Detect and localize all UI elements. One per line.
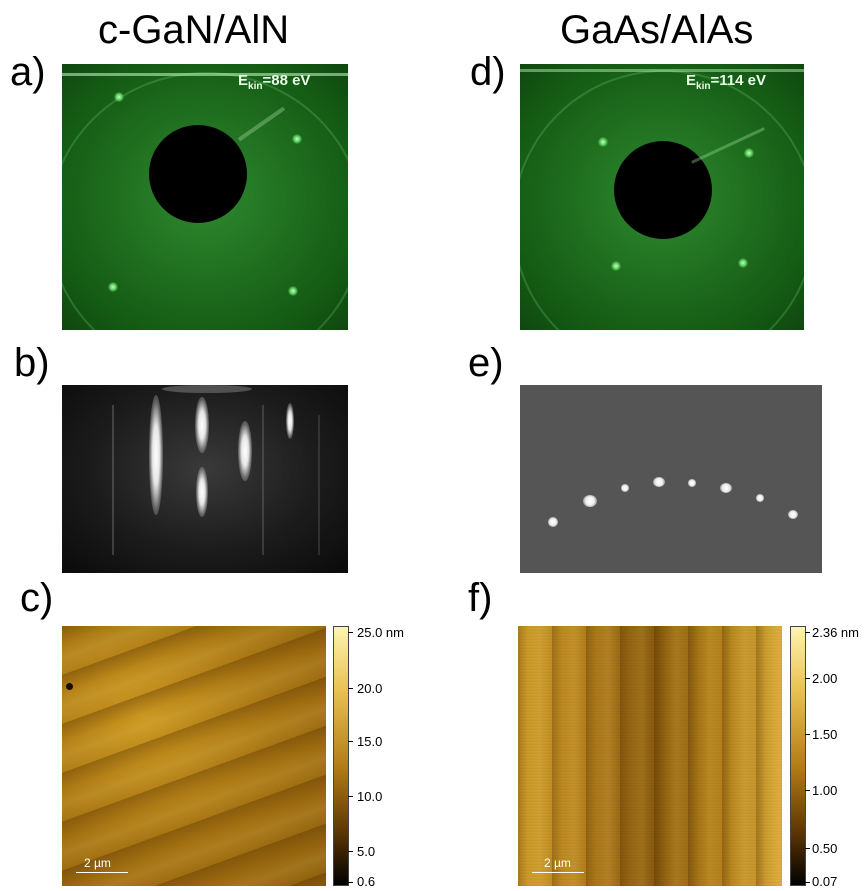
panel-e-label: e) [468, 341, 504, 385]
faint-streak [112, 405, 114, 555]
leed-center-shadow [149, 125, 247, 223]
colorbar-tick [805, 678, 810, 679]
rheed-spot [548, 517, 558, 527]
panel-c-label: c) [20, 576, 54, 620]
scale-bar-c [76, 872, 128, 873]
shadow-edge-glow [162, 385, 252, 393]
diffraction-spot [288, 286, 298, 296]
left-column-title: c-GaN/AlN [98, 8, 290, 52]
faint-streak [318, 415, 320, 555]
colorbar-f-tick-label: 1.50 [812, 727, 838, 742]
colorbar-tick [805, 848, 810, 849]
colorbar-c-tick-label: 10.0 [357, 789, 383, 804]
panel-b-rheed-image [62, 385, 348, 573]
diffraction-spot [744, 148, 754, 158]
colorbar-tick [805, 734, 810, 735]
energy-label-a: Ekin=88 eV [238, 72, 311, 92]
diffraction-spot [611, 261, 621, 271]
colorbar-tick [348, 796, 353, 797]
colorbar-c-tick-label: 5.0 [357, 844, 376, 859]
rheed-spot [688, 479, 696, 487]
scale-bar-f [532, 872, 584, 873]
colorbar-tick [805, 882, 810, 883]
energy-label-d: Ekin=114 eV [686, 72, 766, 92]
diffraction-spot [292, 134, 302, 144]
colorbar-f-tick-label: 0.07 [812, 874, 838, 889]
colorbar-c-tick-label: 15.0 [357, 734, 383, 749]
colorbar-f-tick-label: 1.00 [812, 783, 838, 798]
colorbar-f [790, 626, 806, 886]
colorbar-c-tick-label: 20.0 [357, 681, 383, 696]
colorbar-tick [805, 790, 810, 791]
rheed-streak [286, 403, 294, 439]
leed-center-shadow [614, 141, 712, 239]
rheed-streak [196, 467, 208, 517]
surface-defect [66, 683, 73, 690]
rheed-spot [788, 510, 798, 519]
rheed-spot [583, 495, 597, 507]
colorbar-c-tick-label: 25.0 nm [357, 625, 404, 640]
diffraction-spot [598, 137, 608, 147]
diffraction-spot [108, 282, 118, 292]
panel-b-label: b) [14, 341, 50, 385]
rheed-streak [238, 421, 252, 481]
panel-f-afm-image: 2 µm [518, 626, 782, 886]
colorbar-f-tick-label: 0.50 [812, 841, 838, 856]
leed-top-glare [520, 69, 804, 72]
rheed-streak [149, 395, 163, 515]
colorbar-tick [348, 688, 353, 689]
faint-streak [262, 405, 264, 555]
leed-top-glare [62, 73, 348, 76]
colorbar-tick [348, 882, 353, 883]
colorbar-tick [348, 851, 353, 852]
rheed-streak [195, 397, 209, 453]
scale-bar-label-c: 2 µm [84, 856, 111, 870]
diffraction-spot [114, 92, 124, 102]
colorbar-f-tick-label: 2.00 [812, 671, 838, 686]
leed-screen-ring [520, 70, 804, 330]
diffraction-spot [738, 258, 748, 268]
panel-d-label: d) [470, 50, 506, 94]
rheed-spot [653, 477, 665, 487]
panel-a-label: a) [10, 50, 46, 94]
scale-bar-label-f: 2 µm [544, 856, 571, 870]
colorbar-c [333, 626, 349, 886]
colorbar-tick [348, 632, 353, 633]
panel-d-leed-image: Ekin=114 eV [520, 64, 804, 330]
rheed-spot [621, 484, 629, 492]
colorbar-c-tick-label: 0.6 [357, 874, 376, 889]
panel-c-afm-image: 2 µm [62, 626, 326, 886]
right-column-title: GaAs/AlAs [560, 8, 754, 52]
panel-f-label: f) [468, 576, 493, 620]
rheed-spot [756, 494, 764, 502]
panel-a-leed-image: Ekin=88 eV [62, 64, 348, 330]
colorbar-tick [805, 632, 810, 633]
rheed-spot [720, 483, 732, 493]
colorbar-f-tick-label: 2.36 nm [812, 625, 859, 640]
colorbar-tick [348, 741, 353, 742]
panel-e-rheed-image [520, 385, 822, 573]
